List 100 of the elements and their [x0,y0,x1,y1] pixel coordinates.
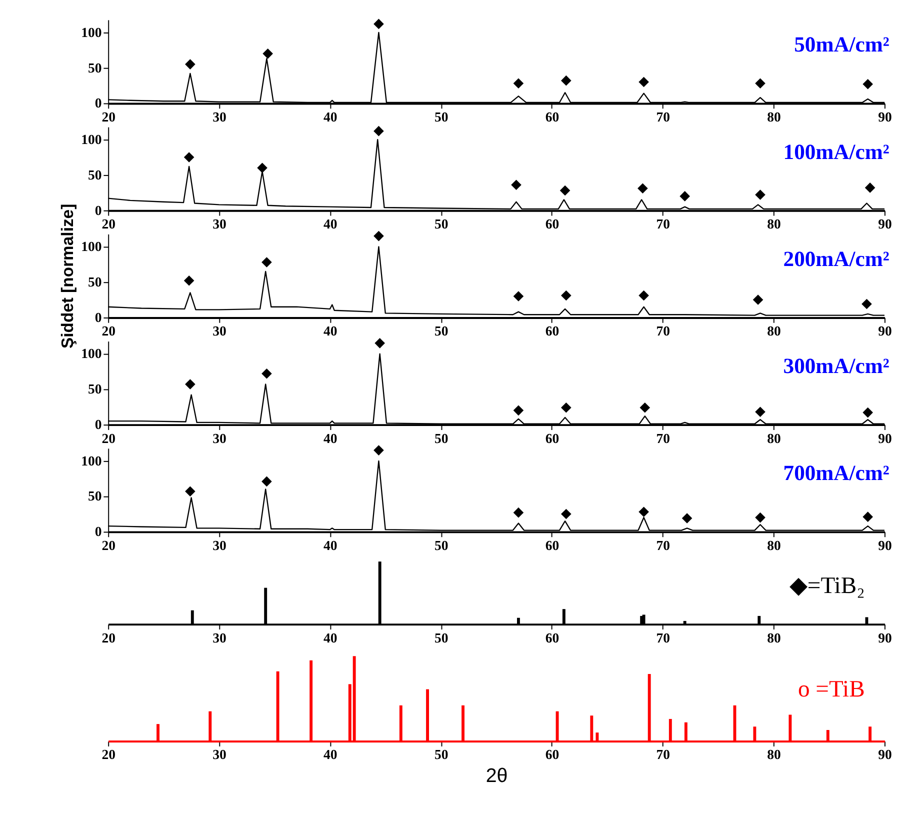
x-tick-label: 20 [102,216,116,232]
point [185,379,196,390]
y-tick-label: 0 [94,524,102,540]
x-tick-label: 20 [102,109,116,124]
point [184,276,194,286]
x-tick-label: 30 [212,538,226,553]
y-tick-label: 100 [81,132,102,147]
x-tick-label: 20 [102,630,116,646]
point [185,486,196,497]
x-tick-label: 40 [324,216,338,232]
x-tick-label: 40 [324,430,338,446]
x-tick-label: 40 [324,538,338,553]
point [640,402,650,413]
x-tick-label: 70 [656,430,670,446]
point [561,290,572,301]
point [680,191,690,202]
y-tick-label: 50 [88,167,102,182]
annotation: 50mA/cm² [794,32,890,57]
y-tick-label: 50 [88,274,102,290]
y-tick-label: 100 [81,453,102,468]
point [257,162,268,174]
x-tick-label: 60 [545,747,560,762]
y-tick-label: 100 [81,24,102,40]
x-tick-label: 70 [656,538,670,553]
x-tick-label: 60 [545,216,560,232]
x-tick-label: 90 [878,324,892,339]
y-tick-label: 50 [88,488,102,504]
point [513,291,524,302]
point [864,182,876,193]
point [184,152,194,162]
annotation: 300mA/cm² [783,354,890,378]
annotation: 100mA/cm² [783,140,890,164]
x-tick-label: 80 [767,324,782,339]
x-tick-label: 60 [545,630,560,646]
x-tick-label: 50 [434,538,448,553]
point [374,445,384,456]
y-tick-label: 0 [94,96,102,111]
x-tick-label: 70 [656,109,670,124]
x-tick-label: 60 [545,324,560,339]
point [755,190,766,200]
x-tick-label: 70 [656,324,670,339]
x-tick-label: 80 [767,630,782,646]
x-tick-label: 30 [212,109,226,124]
x-tick-label: 70 [656,747,670,762]
point [638,183,648,194]
y-tick-label: 0 [94,202,102,218]
x-tick-label: 40 [324,109,338,124]
point [513,405,524,416]
annotation: 200mA/cm² [783,246,890,271]
x-tick-label: 20 [102,324,116,339]
point [374,338,385,348]
point [561,75,572,86]
point [513,78,524,89]
point [755,406,766,417]
point [862,512,873,522]
y-tick-label: 0 [94,310,102,325]
point [374,126,384,136]
point [511,180,522,190]
point [560,185,570,196]
point [561,402,572,413]
point [638,76,649,88]
x-tick-label: 80 [767,747,782,762]
x-tick-label: 60 [545,538,560,553]
x-tick-label: 50 [434,324,448,339]
x-tick-label: 90 [878,216,892,232]
x-tick-label: 80 [767,109,782,124]
x-tick-label: 40 [324,630,338,646]
point [862,298,872,310]
x-tick-label: 80 [767,538,782,553]
x-tick-label: 30 [212,216,226,232]
x-tick-label: 50 [434,216,448,232]
x-tick-label: 50 [434,430,448,446]
x-tick-label: 60 [545,430,560,446]
x-tick-label: 90 [878,747,892,762]
x-tick-label: 40 [324,747,338,762]
point [374,230,384,242]
x-tick-label: 20 [102,538,116,553]
point [862,78,873,90]
y-tick-label: 100 [81,239,102,254]
point [262,476,272,487]
point [752,294,764,305]
x-tick-label: 90 [878,109,892,124]
x-tick-label: 90 [878,538,892,553]
x-tick-label: 50 [434,109,448,124]
annotation: ◆=TiB₂ [789,573,865,600]
point [755,512,766,523]
point [561,508,572,520]
point [374,18,384,30]
x-tick-label: 50 [434,747,448,762]
x-tick-label: 40 [324,324,338,339]
point [262,48,273,59]
x-tick-label: 80 [767,430,782,446]
x-tick-label: 60 [545,109,560,124]
point [262,368,272,379]
point [755,78,766,89]
x-tick-label: 30 [212,324,226,339]
point [185,59,196,70]
annotation: 700mA/cm² [783,461,890,486]
point [262,257,272,268]
x-tick-label: 90 [878,630,892,646]
